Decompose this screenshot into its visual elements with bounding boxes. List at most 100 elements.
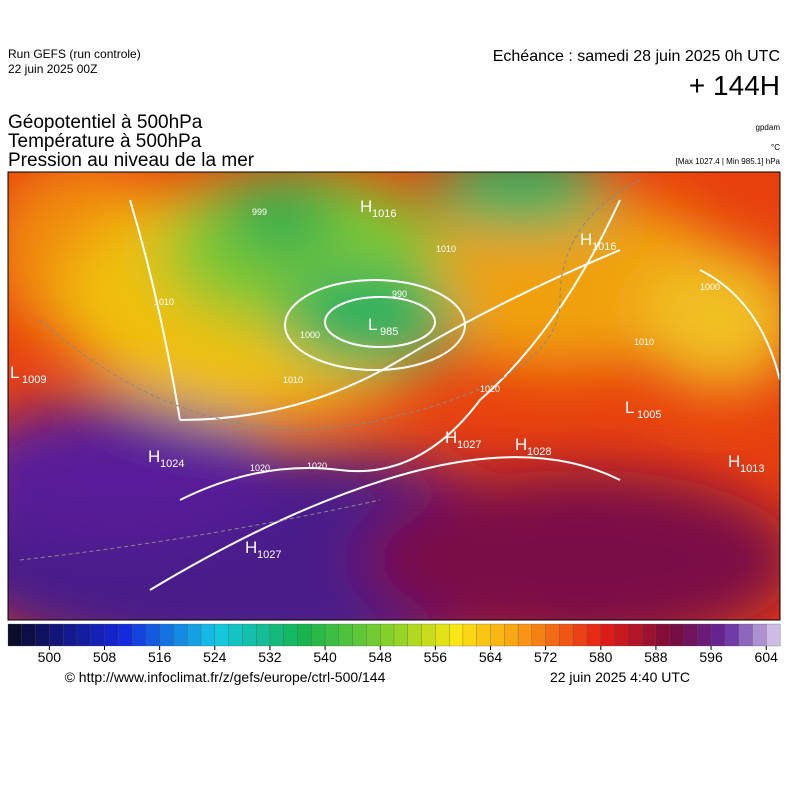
- colorbar-label: 540: [313, 649, 337, 665]
- colorbar-swatch: [476, 623, 491, 647]
- colorbar-swatch: [559, 623, 574, 647]
- isobar-label: 1010: [154, 297, 174, 307]
- colorbar-swatch: [338, 623, 354, 647]
- echeance: Echéance : samedi 28 juin 2025 0h UTC: [493, 48, 780, 65]
- isobar-label: 1020: [307, 461, 327, 471]
- center-letter: H: [728, 452, 740, 471]
- center-value: 1027: [457, 439, 481, 451]
- colorbar-swatch: [269, 623, 285, 647]
- colorbar-swatch: [738, 623, 753, 647]
- colorbar-label: 596: [699, 649, 723, 665]
- colorbar-swatch: [766, 623, 781, 647]
- colorbar-swatch: [366, 623, 381, 647]
- colorbar-swatch: [283, 623, 298, 647]
- map: [8, 172, 780, 620]
- center-letter: L: [625, 398, 634, 417]
- colorbar-swatch: [90, 623, 105, 647]
- colorbar-swatch: [545, 623, 560, 647]
- isobar-label: 1000: [700, 282, 720, 292]
- title: Température à 500hPa: [8, 131, 202, 152]
- colorbar-swatch: [531, 623, 547, 647]
- colorbar-swatch: [641, 623, 657, 647]
- unit: gpdam: [756, 123, 781, 132]
- colorbar-label: 500: [38, 649, 62, 665]
- colorbar-swatch: [614, 623, 629, 647]
- isobar-label: 1000: [300, 330, 320, 340]
- footer-url: © http://www.infoclimat.fr/z/gefs/europe…: [65, 669, 386, 685]
- colorbar-label: 548: [369, 649, 393, 665]
- center-letter: L: [10, 363, 19, 382]
- colorbar-swatch: [21, 623, 37, 647]
- colorbar-label: 580: [589, 649, 613, 665]
- colorbar-swatch: [490, 623, 505, 647]
- colorbar-swatch: [49, 623, 64, 647]
- lead: + 144H: [689, 70, 780, 101]
- colorbar-swatch: [104, 623, 119, 647]
- colorbar-swatch: [628, 623, 643, 647]
- colorbar-swatch: [187, 623, 202, 647]
- colorbar-swatch: [145, 623, 161, 647]
- center-letter: H: [515, 435, 527, 454]
- colorbar-label: 532: [258, 649, 282, 665]
- colorbar-swatch: [683, 623, 698, 647]
- colorbar-swatch: [255, 623, 271, 647]
- colorbar-swatch: [393, 623, 409, 647]
- colorbar-swatch: [228, 623, 243, 647]
- colorbar-swatch: [200, 623, 216, 647]
- colorbar-swatch: [131, 623, 147, 647]
- center-letter: H: [445, 428, 457, 447]
- center-letter: L: [368, 315, 377, 334]
- colorbar-label: 604: [755, 649, 779, 665]
- colorbar-label: 564: [479, 649, 503, 665]
- colorbar-swatch: [76, 623, 92, 647]
- center-value: 1009: [22, 374, 46, 386]
- colorbar-swatch: [573, 623, 588, 647]
- run-date: 22 juin 2025 00Z: [8, 62, 97, 76]
- colorbar-swatch: [324, 623, 340, 647]
- colorbar-swatch: [462, 623, 478, 647]
- colorbar-swatch: [586, 623, 602, 647]
- isobar-label: 1010: [436, 244, 456, 254]
- colorbar-swatch: [517, 623, 533, 647]
- colorbar-label: 572: [534, 649, 558, 665]
- colorbar-swatch: [118, 623, 133, 647]
- colorbar-label: 556: [424, 649, 448, 665]
- unit: °C: [771, 143, 780, 152]
- colorbar-swatch: [380, 623, 395, 647]
- colorbar-swatch: [62, 623, 78, 647]
- footer-time: 22 juin 2025 4:40 UTC: [550, 669, 690, 685]
- center-letter: H: [580, 230, 592, 249]
- isobar-label: 999: [252, 207, 267, 217]
- colorbar-swatch: [724, 623, 740, 647]
- center-value: 985: [380, 326, 398, 338]
- center-value: 1013: [740, 463, 764, 475]
- colorbar-swatch: [435, 623, 450, 647]
- colorbar-swatch: [407, 623, 423, 647]
- center-value: 1016: [592, 241, 616, 253]
- center-value: 1024: [160, 458, 184, 470]
- colorbar-swatch: [710, 623, 726, 647]
- isobar-label: 1020: [250, 463, 270, 473]
- colorbar-swatch: [752, 623, 767, 647]
- title: Pression au niveau de la mer: [8, 150, 255, 171]
- colorbar-label: 508: [93, 649, 117, 665]
- colorbar-label: 524: [203, 649, 227, 665]
- colorbar-swatch: [669, 623, 684, 647]
- center-value: 1028: [527, 446, 551, 458]
- center-value: 1027: [257, 549, 281, 561]
- colorbar-swatch: [35, 623, 50, 647]
- colorbar-swatch: [7, 623, 23, 647]
- run: Run GEFS (run controle): [8, 47, 141, 61]
- isobar-label: 1020: [480, 384, 500, 394]
- colorbar-swatch: [655, 623, 671, 647]
- center-value: 1005: [637, 409, 661, 421]
- isobar-label: 1010: [634, 337, 654, 347]
- unit: [Max 1027.4 | Min 985.1] hPa: [676, 157, 781, 166]
- colorbar-label: 588: [644, 649, 668, 665]
- colorbar-swatch: [311, 623, 326, 647]
- isobar-label: 990: [392, 289, 407, 299]
- colorbar-swatch: [173, 623, 188, 647]
- colorbar-swatch: [448, 623, 464, 647]
- center-value: 1016: [372, 208, 396, 220]
